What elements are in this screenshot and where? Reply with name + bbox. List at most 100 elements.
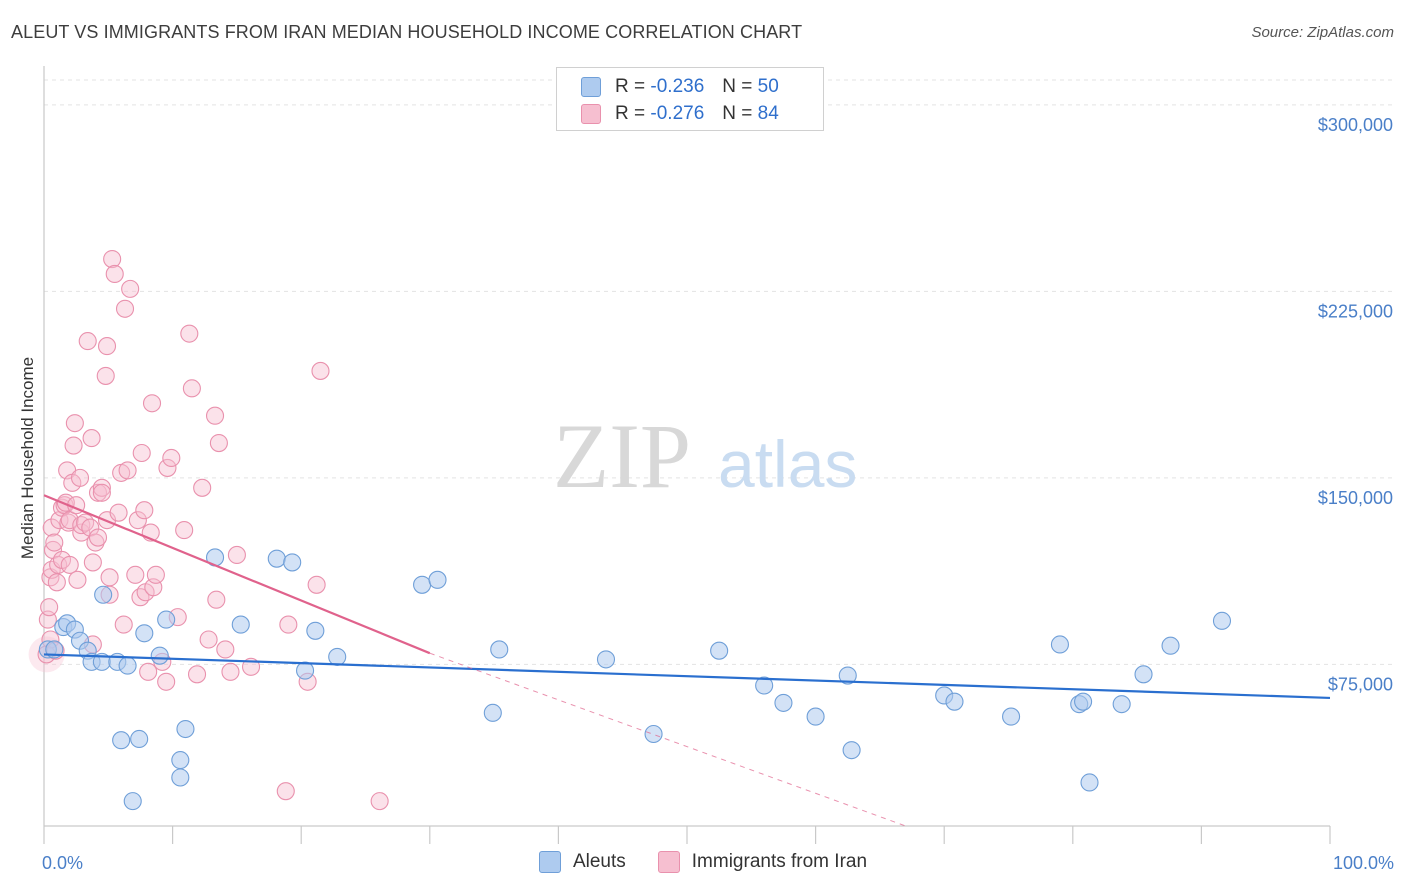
aleut-point bbox=[1002, 707, 1021, 726]
iran-point bbox=[118, 461, 137, 480]
aleut-point bbox=[842, 741, 861, 760]
watermark-atlas: atlas bbox=[718, 427, 857, 501]
bottom-legend-label-aleuts: Aleuts bbox=[572, 851, 626, 872]
aleut-point bbox=[483, 703, 502, 722]
bottom-legend-label-iran: Immigrants from Iran bbox=[691, 851, 868, 872]
chart-source: Source: ZipAtlas.com bbox=[1251, 24, 1394, 41]
bottom-legend-swatch-iran bbox=[657, 851, 680, 873]
iran-point bbox=[83, 553, 102, 572]
trend-lines bbox=[43, 494, 1331, 827]
aleut-point bbox=[710, 641, 729, 660]
iran-point bbox=[205, 406, 225, 425]
iran-point bbox=[187, 665, 207, 684]
legend-n-value: 84 bbox=[757, 103, 779, 124]
iran-point bbox=[221, 662, 240, 681]
iran-point bbox=[96, 366, 115, 385]
iran-point bbox=[126, 565, 145, 584]
legend-row-aleut: R = -0.236 N = 50 bbox=[581, 75, 779, 99]
bottom-legend-swatch-aleuts bbox=[538, 851, 561, 873]
y-tick-label: $225,000 bbox=[1318, 301, 1393, 321]
aleut-point bbox=[644, 724, 663, 744]
iran-point bbox=[193, 478, 212, 497]
watermark-zip: ZIP bbox=[553, 405, 691, 507]
iran-point bbox=[279, 615, 298, 634]
aleut-point bbox=[328, 647, 347, 666]
aleut-point bbox=[267, 549, 286, 568]
iran-point bbox=[65, 414, 84, 433]
iran-point bbox=[182, 379, 201, 398]
iran-point bbox=[40, 598, 59, 617]
legend-n-label: N = bbox=[722, 76, 753, 97]
legend-r-label: R = bbox=[615, 76, 646, 97]
aleut-point bbox=[755, 676, 774, 695]
iran-point bbox=[227, 545, 246, 565]
aleut-trend-line bbox=[43, 653, 1331, 700]
iran-point bbox=[207, 590, 226, 609]
aleut-point bbox=[283, 553, 302, 572]
y-tick-label: $75,000 bbox=[1328, 674, 1393, 694]
iran-point bbox=[142, 394, 162, 413]
watermark: ZIP atlas bbox=[553, 405, 857, 507]
legend-n-label: N = bbox=[722, 103, 753, 124]
axes bbox=[43, 66, 1331, 844]
aleut-point bbox=[596, 650, 616, 669]
aleut-point bbox=[413, 575, 432, 594]
iran-point bbox=[132, 443, 151, 463]
iran-point bbox=[157, 672, 176, 691]
aleut-point bbox=[171, 751, 190, 770]
iran-point bbox=[78, 332, 97, 351]
iran-point bbox=[92, 483, 111, 502]
aleut-point bbox=[157, 610, 176, 629]
iran-trend-extension bbox=[429, 652, 906, 827]
iran-point bbox=[72, 523, 91, 542]
iran-point bbox=[60, 555, 79, 574]
iran-point bbox=[162, 448, 181, 468]
aleut-point bbox=[1161, 636, 1180, 655]
aleut-point bbox=[130, 729, 149, 749]
y-tick-label: $300,000 bbox=[1318, 115, 1393, 135]
iran-point bbox=[105, 264, 124, 284]
aleut-point bbox=[490, 640, 509, 659]
aleut-point bbox=[806, 707, 825, 726]
iran-point bbox=[180, 324, 199, 343]
series-aleut-points bbox=[38, 548, 1232, 811]
bottom-legend-iran: Immigrants from Iran bbox=[657, 851, 868, 873]
aleut-point bbox=[428, 570, 447, 589]
legend-n-value: 50 bbox=[757, 76, 779, 97]
aleut-point bbox=[296, 661, 315, 680]
iran-point bbox=[128, 511, 147, 530]
iran-point bbox=[42, 518, 61, 537]
iran-point bbox=[276, 782, 295, 801]
iran-point bbox=[121, 279, 140, 298]
iran-point bbox=[92, 478, 111, 497]
aleut-point bbox=[135, 624, 154, 643]
iran-point bbox=[103, 249, 122, 269]
iran-point bbox=[311, 361, 330, 380]
iran-point bbox=[97, 337, 117, 356]
iran-point bbox=[175, 521, 194, 540]
x-tick-label-max: 100.0% bbox=[1333, 853, 1394, 873]
aleut-point bbox=[774, 693, 793, 712]
tick-labels: $75,000 $150,000 $225,000 $300,000 0.0% 100.0… bbox=[42, 115, 1394, 873]
aleut-point bbox=[1212, 611, 1232, 630]
legend-r-label: R = bbox=[615, 103, 646, 124]
iran-point bbox=[64, 436, 83, 455]
iran-point bbox=[307, 575, 326, 594]
iran-point bbox=[82, 429, 101, 448]
iran-point bbox=[88, 528, 108, 547]
aleut-point bbox=[94, 585, 113, 604]
iran-point bbox=[70, 468, 90, 487]
aleut-point bbox=[176, 719, 195, 739]
aleut-point bbox=[171, 768, 190, 787]
iran-point bbox=[76, 513, 95, 532]
iran-point bbox=[135, 501, 154, 520]
iran-point bbox=[60, 511, 79, 530]
iran-point bbox=[216, 640, 235, 659]
iran-point bbox=[86, 533, 105, 552]
bottom-legend: Aleuts Immigrants from Iran bbox=[0, 851, 1406, 873]
series-iran-points bbox=[28, 249, 389, 811]
iran-trend-line bbox=[43, 494, 431, 655]
iran-point bbox=[370, 792, 389, 811]
iran-point bbox=[114, 615, 133, 634]
